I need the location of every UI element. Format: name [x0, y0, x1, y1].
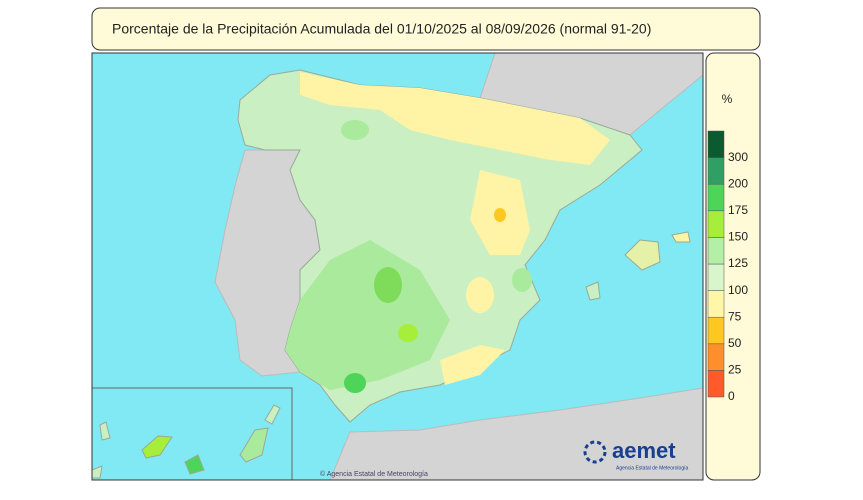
legend-unit: % — [722, 92, 733, 106]
legend-swatch — [707, 263, 725, 291]
wet-spot — [341, 120, 369, 140]
island — [99, 421, 111, 441]
legend-tick-label: 150 — [728, 230, 748, 244]
island — [92, 465, 103, 479]
island — [184, 454, 205, 475]
legend-tick-label: 200 — [728, 176, 748, 190]
island — [264, 404, 281, 425]
map-frame — [91, 52, 704, 481]
wet-spot — [344, 373, 366, 393]
island — [141, 435, 173, 459]
legend-swatch — [707, 237, 725, 265]
wet-spot — [398, 324, 418, 342]
island — [239, 427, 269, 463]
legend-swatch — [707, 210, 725, 238]
title: Porcentaje de la Precipitación Acumulada… — [112, 21, 651, 37]
wet-southwest — [285, 240, 450, 390]
mallorca — [624, 239, 661, 271]
logo-subtitle: Agencia Estatal de Meteorología — [616, 465, 688, 471]
legend-tick-label: 300 — [728, 150, 748, 164]
logo: aemet — [612, 438, 676, 463]
africa — [329, 387, 703, 480]
legend-tick-label: 100 — [728, 283, 748, 297]
legend-swatch — [707, 157, 725, 185]
legend-tick-label: 50 — [728, 336, 742, 350]
menorca — [671, 231, 691, 243]
legend-swatch — [707, 130, 725, 158]
legend-swatch — [707, 370, 725, 398]
legend-swatch — [707, 183, 725, 212]
legend-swatch — [707, 343, 725, 371]
legend-swatch — [707, 316, 725, 345]
wet-spot — [374, 267, 402, 303]
logo-icon — [583, 440, 607, 464]
very-dry-spot — [494, 208, 506, 222]
legend-tick-label: 175 — [728, 203, 748, 217]
legend-tick-label: 75 — [728, 309, 742, 323]
legend-tick-label: 25 — [728, 363, 742, 377]
credits: © Agencia Estatal de Meteorología — [320, 470, 428, 478]
ibiza — [585, 281, 601, 301]
dry-southeast — [440, 345, 505, 385]
map — [92, 53, 703, 480]
legend-tick-label: 0 — [728, 389, 735, 403]
legend: 0 25 50 75 100 125 150 175 200 300 — [707, 130, 748, 403]
dry-north — [300, 72, 610, 165]
dry-spot — [466, 277, 494, 313]
title-box — [91, 7, 761, 51]
legend-tick-label: 125 — [728, 256, 748, 270]
wet-spot — [512, 268, 532, 292]
legend-swatch — [707, 290, 725, 318]
